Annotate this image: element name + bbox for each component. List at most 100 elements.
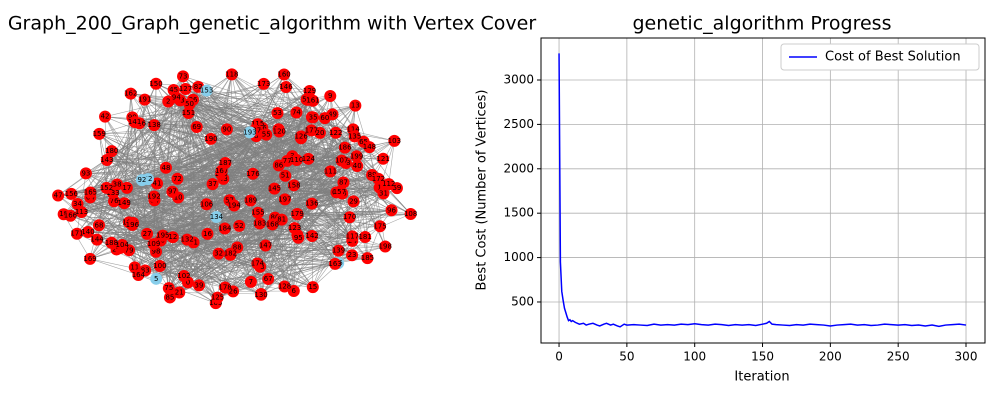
edge bbox=[144, 99, 173, 192]
node-label: 123 bbox=[288, 224, 301, 232]
node bbox=[374, 220, 387, 233]
node-label: 187 bbox=[219, 159, 232, 167]
node-label: 75 bbox=[164, 284, 173, 292]
node bbox=[324, 89, 337, 102]
node bbox=[181, 233, 194, 246]
node bbox=[346, 249, 359, 262]
node-label: 121 bbox=[376, 155, 389, 163]
y-tick-label: 2000 bbox=[503, 161, 534, 175]
node-label: 90 bbox=[222, 125, 231, 133]
edge bbox=[89, 200, 155, 260]
node-label: 166 bbox=[64, 212, 78, 220]
node bbox=[273, 125, 286, 138]
node bbox=[138, 93, 151, 106]
node-label: 186 bbox=[338, 144, 352, 152]
node-label: 26 bbox=[229, 287, 238, 295]
node bbox=[361, 252, 374, 265]
node bbox=[279, 169, 292, 182]
node bbox=[211, 291, 224, 304]
node-label: 144 bbox=[90, 236, 104, 244]
node-label: 51 bbox=[281, 172, 290, 180]
edge bbox=[87, 83, 157, 233]
node bbox=[100, 181, 113, 194]
edge bbox=[138, 216, 217, 276]
node bbox=[193, 279, 206, 292]
node-label: 82 bbox=[194, 83, 203, 91]
node bbox=[233, 219, 246, 232]
node-label: 147 bbox=[259, 241, 272, 249]
node bbox=[126, 218, 139, 231]
node-label: 57 bbox=[225, 196, 234, 204]
node-label: 67 bbox=[264, 275, 273, 283]
node bbox=[278, 193, 291, 206]
node-label: 165 bbox=[84, 189, 97, 197]
edge bbox=[371, 174, 381, 227]
node-label: 53 bbox=[273, 109, 282, 117]
node bbox=[201, 227, 214, 240]
edge bbox=[132, 224, 208, 235]
node bbox=[204, 132, 217, 145]
edge bbox=[71, 193, 262, 296]
edge bbox=[89, 258, 139, 276]
node-label: 69 bbox=[192, 123, 201, 131]
node-label: 94 bbox=[172, 94, 181, 102]
edge bbox=[155, 251, 368, 259]
node bbox=[220, 123, 233, 136]
chart-title: genetic_algorithm Progress bbox=[633, 13, 892, 35]
node-label: 163 bbox=[328, 260, 341, 268]
edge bbox=[162, 224, 273, 236]
edge bbox=[224, 210, 392, 288]
edge bbox=[132, 126, 197, 226]
node-label: 169 bbox=[83, 255, 96, 263]
edge bbox=[106, 147, 345, 161]
node-label: 83 bbox=[141, 267, 150, 275]
node-label: 73 bbox=[179, 72, 188, 80]
edge bbox=[70, 215, 154, 245]
node-label: 1 bbox=[377, 184, 381, 192]
node-label: 13 bbox=[351, 102, 360, 110]
node bbox=[333, 185, 346, 198]
node-label: 92 bbox=[137, 176, 146, 184]
node-label: 136 bbox=[305, 200, 319, 208]
node bbox=[255, 288, 268, 301]
edge bbox=[278, 165, 366, 238]
node bbox=[170, 91, 183, 104]
edge bbox=[111, 150, 222, 172]
node bbox=[93, 127, 106, 140]
edge bbox=[87, 231, 368, 259]
edge bbox=[176, 97, 286, 200]
node-label: 124 bbox=[302, 155, 316, 163]
node-label: 93 bbox=[81, 169, 90, 177]
node-label: 5 bbox=[154, 275, 158, 283]
node-label: 77 bbox=[283, 157, 292, 165]
edge bbox=[206, 90, 339, 251]
node-label: 161 bbox=[306, 97, 319, 105]
node-label: 111 bbox=[324, 167, 337, 175]
node-label: 100 bbox=[153, 262, 166, 270]
node-label: 107 bbox=[335, 157, 348, 165]
node-label: 17 bbox=[122, 184, 131, 192]
node bbox=[275, 213, 288, 226]
edge bbox=[265, 134, 273, 225]
node bbox=[332, 244, 345, 257]
node bbox=[148, 119, 161, 132]
node-label: 39 bbox=[195, 281, 204, 289]
node bbox=[278, 68, 291, 81]
edge bbox=[224, 136, 355, 288]
node bbox=[382, 178, 395, 191]
node-label: 102 bbox=[177, 272, 190, 280]
node-label: 120 bbox=[273, 128, 286, 136]
node-label: 145 bbox=[268, 185, 281, 193]
node bbox=[348, 130, 361, 143]
edge bbox=[284, 199, 353, 237]
node bbox=[268, 182, 281, 195]
node-label: 38 bbox=[113, 180, 122, 188]
node-label: 146 bbox=[279, 83, 293, 91]
node-label: 104 bbox=[116, 241, 130, 249]
node bbox=[337, 176, 350, 189]
edge bbox=[196, 83, 264, 128]
edge bbox=[76, 200, 251, 234]
node-label: 60 bbox=[320, 114, 329, 122]
node-label: 29 bbox=[349, 197, 358, 205]
node bbox=[359, 231, 372, 244]
